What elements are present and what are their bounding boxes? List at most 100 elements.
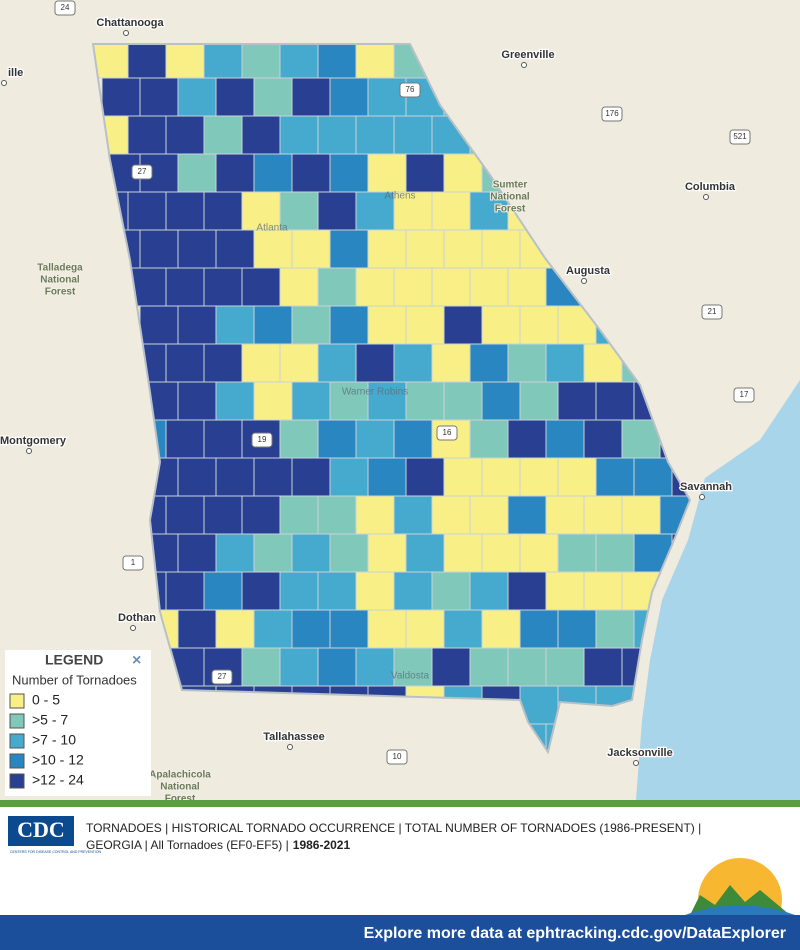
- logo-box: [8, 816, 74, 846]
- footer-years: 1986-2021: [293, 838, 351, 852]
- forest-label: National: [490, 192, 530, 203]
- county: [165, 419, 205, 459]
- road-number: 19: [258, 435, 267, 444]
- county: [557, 533, 597, 573]
- county: [367, 533, 407, 573]
- county: [127, 115, 167, 155]
- county: [253, 153, 293, 193]
- road-shield: [122, 555, 144, 571]
- county: [519, 381, 559, 421]
- county: [583, 647, 623, 687]
- road-number: 1: [131, 558, 136, 567]
- county: [165, 115, 205, 155]
- forest-label: Sumter: [493, 180, 528, 191]
- road-shield: [601, 106, 623, 122]
- county: [519, 305, 559, 345]
- county: [279, 495, 319, 535]
- county: [443, 609, 483, 649]
- road-shield: [211, 669, 233, 685]
- explore-link[interactable]: Explore more data at ephtracking.cdc.gov…: [364, 925, 786, 942]
- road-shield: [399, 82, 421, 98]
- county: [545, 647, 585, 687]
- county: [215, 305, 255, 345]
- county: [291, 153, 331, 193]
- logo-text: CDC: [17, 817, 65, 842]
- county: [329, 77, 369, 117]
- legend-title: LEGEND: [45, 652, 103, 668]
- county: [241, 115, 281, 155]
- legend-label: >7 - 10: [32, 732, 76, 748]
- county: [329, 153, 369, 193]
- county: [367, 229, 407, 269]
- county: [405, 305, 445, 345]
- county: [393, 343, 433, 383]
- county: [317, 419, 357, 459]
- county: [317, 267, 357, 307]
- place-dot: [699, 494, 705, 500]
- place-label: Jacksonville: [607, 747, 672, 759]
- county: [443, 229, 483, 269]
- county: [545, 343, 585, 383]
- county: [291, 229, 331, 269]
- county: [291, 77, 331, 117]
- county: [405, 229, 445, 269]
- county: [317, 495, 357, 535]
- county: [393, 419, 433, 459]
- county: [633, 457, 673, 497]
- road-shield: [729, 129, 751, 145]
- place-dot: [521, 62, 527, 68]
- county: [469, 495, 509, 535]
- county: [443, 381, 483, 421]
- county: [481, 381, 521, 421]
- county: [481, 305, 521, 345]
- county: [279, 419, 319, 459]
- bottom-bar: [0, 915, 800, 950]
- legend-swatch: [9, 773, 25, 789]
- county: [279, 44, 319, 79]
- state-outline: [91, 43, 692, 755]
- county: [481, 229, 521, 269]
- county: [203, 115, 243, 155]
- road-shield: [436, 425, 458, 441]
- county: [507, 267, 547, 307]
- county: [431, 343, 471, 383]
- county: [405, 533, 445, 573]
- legend-close[interactable]: ×: [132, 652, 141, 669]
- road-number: 21: [708, 307, 717, 316]
- county: [291, 457, 331, 497]
- county: [241, 495, 281, 535]
- county: [203, 495, 243, 535]
- county: [215, 381, 255, 421]
- county: [317, 115, 357, 155]
- county: [431, 647, 471, 687]
- county: [507, 571, 547, 611]
- county: [367, 153, 407, 193]
- county: [393, 647, 433, 687]
- county: [317, 647, 357, 687]
- road-shield: [251, 432, 273, 448]
- county: [355, 647, 395, 687]
- county: [507, 495, 547, 535]
- county: [507, 343, 547, 383]
- county: [405, 153, 445, 193]
- county: [177, 305, 217, 345]
- forest-label: National: [40, 275, 80, 286]
- county: [165, 44, 205, 79]
- county: [507, 647, 547, 687]
- county: [557, 457, 597, 497]
- road-shield: [701, 304, 723, 320]
- county: [393, 571, 433, 611]
- county: [355, 115, 395, 155]
- county: [621, 495, 661, 535]
- place-label: Montgomery: [0, 435, 67, 447]
- county: [583, 419, 623, 459]
- county: [443, 153, 483, 193]
- footer-line: TORNADOES | HISTORICAL TORNADO OCCURRENC…: [86, 821, 701, 835]
- county: [519, 457, 559, 497]
- county: [469, 647, 509, 687]
- county: [367, 381, 407, 421]
- county: [253, 381, 293, 421]
- county: [279, 343, 319, 383]
- county: [595, 381, 635, 421]
